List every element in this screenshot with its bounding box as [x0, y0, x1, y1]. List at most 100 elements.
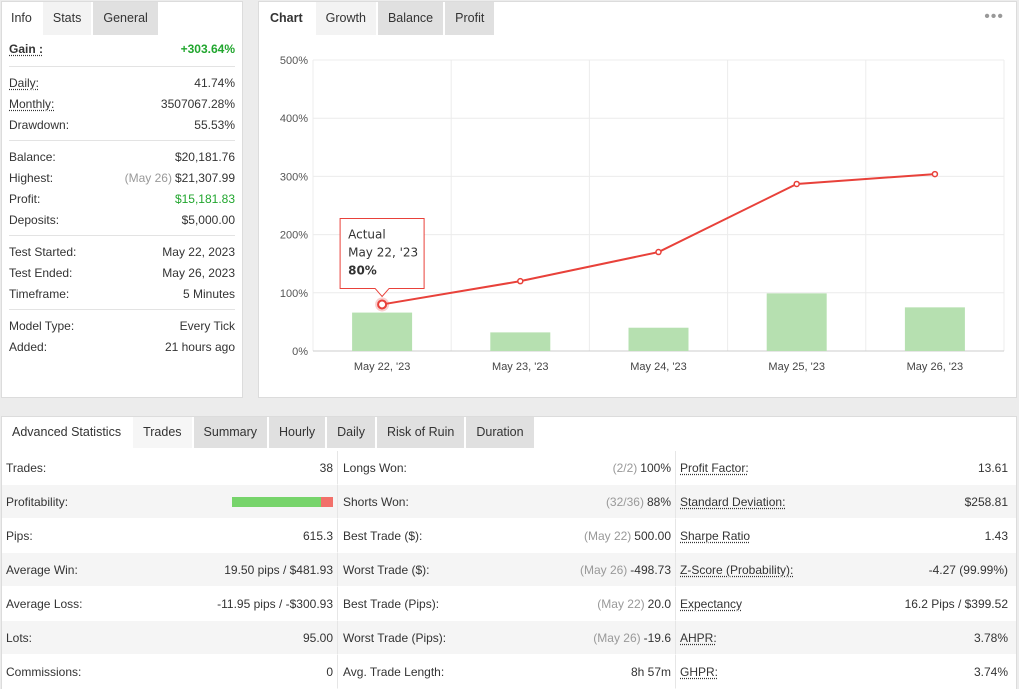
stats-value: 13.61	[978, 461, 1008, 475]
stats-label: Profitability:	[6, 494, 69, 509]
bar[interactable]	[628, 327, 689, 351]
stats-row: Average Win: 19.50 pips / $481.93 Worst Tr…	[2, 553, 1016, 587]
stats-label[interactable]: GHPR:	[680, 664, 719, 679]
tooltip-title: Actual	[348, 227, 386, 241]
stats-value: (May 22) 20.0	[597, 597, 671, 611]
y-tick-label: 400%	[280, 113, 308, 125]
info-panel: Info Stats General Gain : +303.64% Daily…	[1, 1, 243, 398]
stats-value-text: 88%	[646, 494, 671, 509]
gain-label[interactable]: Gain :	[9, 42, 44, 56]
advanced-stats-grid: Trades: 38 Longs Won: (2/2) 100% Profit Facto…	[2, 451, 1016, 689]
stats-value-text: 3.78%	[973, 630, 1008, 645]
tab-stats[interactable]: Stats	[42, 2, 94, 35]
data-point[interactable]	[377, 299, 388, 310]
info-row: Added: 21 hours ago	[9, 336, 235, 357]
tab-risk-of-ruin[interactable]: Risk of Ruin	[376, 417, 467, 448]
stats-cell: Commissions: 0	[2, 655, 338, 689]
stats-cell: Lots: 95.00	[2, 621, 338, 655]
stats-cell: Sharpe Ratio 1.43	[676, 519, 1016, 553]
stats-value: -4.27 (99.99%)	[929, 563, 1008, 577]
tab-hourly[interactable]: Hourly	[269, 417, 328, 448]
stats-value: 1.43	[985, 529, 1008, 543]
stats-value-text: 3.74%	[973, 664, 1008, 679]
stats-value: 3.78%	[974, 631, 1008, 645]
stats-cell: AHPR: 3.78%	[676, 621, 1016, 655]
tab-chart[interactable]: Chart	[259, 2, 316, 35]
stats-label: Lots:	[6, 630, 33, 645]
info-row: Test Ended: May 26, 2023	[9, 262, 235, 283]
stats-value-text: 95.00	[302, 630, 333, 645]
stats-label[interactable]: Expectancy	[680, 596, 743, 611]
tab-profit[interactable]: Profit	[445, 2, 497, 35]
tooltip-value: 80%	[348, 263, 377, 277]
info-value: 21 hours ago	[165, 340, 235, 354]
stats-value-text: 38	[319, 460, 333, 475]
info-row: Balance: $20,181.76	[9, 146, 235, 167]
stats-cell: Avg. Trade Length: 8h 57m	[338, 655, 676, 689]
info-value-text: 41.74%	[194, 75, 235, 90]
stats-cell: Expectancy 16.2 Pips / $399.52	[676, 587, 1016, 621]
bar[interactable]	[352, 312, 413, 351]
tab-balance[interactable]: Balance	[377, 2, 446, 35]
stats-value: 8h 57m	[631, 665, 671, 679]
tab-general[interactable]: General	[93, 2, 160, 35]
stats-cell: Average Win: 19.50 pips / $481.93	[2, 553, 338, 587]
info-label: Model Type:	[9, 318, 75, 333]
stats-label: Average Win:	[6, 562, 78, 577]
data-point[interactable]	[655, 248, 662, 256]
tab-duration[interactable]: Duration	[466, 417, 536, 448]
tab-info[interactable]: Info	[2, 2, 43, 35]
info-value-text: 55.53%	[194, 117, 235, 132]
tab-daily[interactable]: Daily	[327, 417, 377, 448]
info-value-text: May 22, 2023	[162, 244, 235, 259]
stats-label: Average Loss:	[6, 596, 83, 611]
data-point[interactable]	[517, 277, 524, 285]
info-label: Deposits:	[9, 212, 60, 227]
info-label[interactable]: Daily:	[9, 75, 40, 90]
profitability-win-fill	[232, 496, 321, 507]
data-point[interactable]	[793, 180, 800, 188]
stats-label: Shorts Won:	[343, 494, 409, 509]
gain-value: +303.64%	[180, 42, 235, 56]
stats-label[interactable]: Profit Factor:	[680, 460, 749, 475]
tab-trades[interactable]: Trades	[133, 417, 194, 448]
stats-label[interactable]: AHPR:	[680, 630, 717, 645]
info-label: Highest:	[9, 170, 54, 185]
bar[interactable]	[766, 293, 827, 351]
stats-value: -11.95 pips / -$300.93	[217, 597, 333, 611]
stats-value: 615.3	[303, 529, 333, 543]
stats-value: 38	[320, 461, 333, 475]
x-tick-label: May 26, '23	[907, 361, 964, 373]
stats-label[interactable]: Standard Deviation:	[680, 494, 786, 509]
advanced-statistics-panel: Advanced Statistics Trades Summary Hourl…	[1, 416, 1017, 689]
tab-advanced-statistics[interactable]: Advanced Statistics	[2, 417, 134, 448]
stats-value: 3.74%	[974, 665, 1008, 679]
tooltip-box	[339, 217, 425, 298]
y-tick-label: 300%	[280, 171, 308, 183]
stats-cell: Shorts Won: (32/36) 88%	[338, 485, 676, 519]
info-label[interactable]: Monthly:	[9, 96, 55, 111]
stats-value-text: 20.0	[647, 596, 671, 611]
stats-label: Avg. Trade Length:	[343, 664, 445, 679]
stats-label: Commissions:	[6, 664, 82, 679]
stats-value-text: 100%	[640, 460, 671, 475]
stats-cell: GHPR: 3.74%	[676, 655, 1016, 689]
chart-panel: Chart Growth Balance Profit ••• 0% 100% 20…	[258, 1, 1017, 398]
bar[interactable]	[490, 332, 551, 351]
data-point[interactable]	[931, 170, 939, 178]
stats-value: (May 26) -498.73	[580, 563, 671, 577]
stats-value: 19.50 pips / $481.93	[224, 563, 333, 577]
bar[interactable]	[904, 307, 965, 351]
more-menu-icon[interactable]: •••	[984, 8, 1004, 25]
stats-value-text: 615.3	[302, 528, 333, 543]
stats-value-text: 500.00	[634, 528, 671, 543]
info-row: Drawdown: 55.53%	[9, 114, 235, 135]
stats-cell: Average Loss: -11.95 pips / -$300.93	[2, 587, 338, 621]
tab-growth[interactable]: Growth	[315, 2, 378, 35]
stats-label[interactable]: Sharpe Ratio	[680, 528, 751, 543]
stats-label[interactable]: Z-Score (Probability):	[680, 562, 794, 577]
info-value-text: Every Tick	[179, 318, 235, 333]
tab-summary[interactable]: Summary	[193, 417, 270, 448]
stats-value-text: 19.50 pips / $481.93	[224, 562, 333, 577]
info-row: Test Started: May 22, 2023	[9, 241, 235, 262]
